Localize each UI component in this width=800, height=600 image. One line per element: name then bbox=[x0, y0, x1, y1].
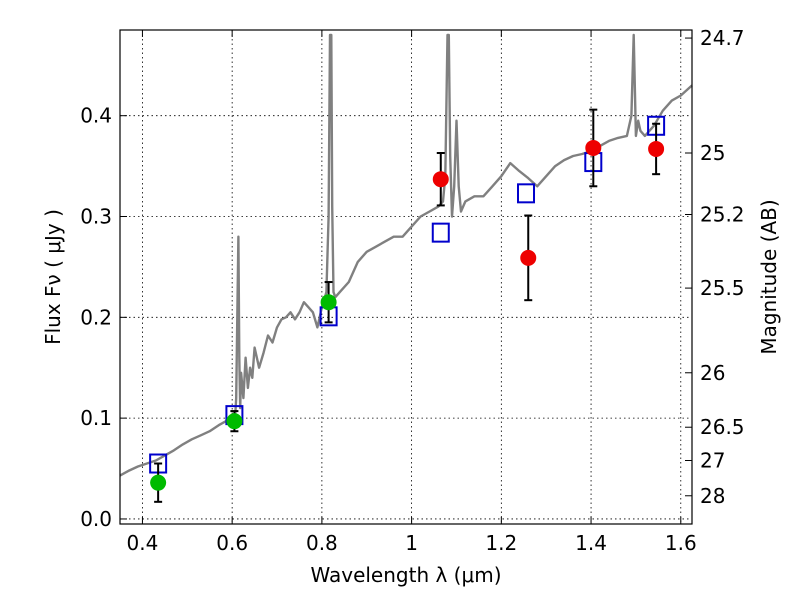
y-tick-label: 0.4 bbox=[80, 104, 112, 128]
plot-frame bbox=[119, 29, 693, 525]
optical-detection-point bbox=[150, 474, 167, 491]
right-axis-label: Magnitude (AB) bbox=[757, 199, 781, 354]
x-tick-label: 1.2 bbox=[485, 531, 517, 555]
right-tick-label: 27 bbox=[700, 448, 725, 472]
spectrum-line bbox=[119, 33, 693, 477]
y-tick-label: 0.2 bbox=[80, 305, 112, 329]
y-tick-label: 0.0 bbox=[80, 507, 112, 531]
near-ir-detection-point bbox=[648, 140, 665, 157]
right-tick-label: 26.5 bbox=[700, 415, 745, 439]
grid bbox=[120, 30, 692, 524]
right-tick-label: 25.2 bbox=[700, 202, 745, 226]
x-tick-label: 1.6 bbox=[665, 531, 697, 555]
y-axis-label: Flux Fν ( μJy ) bbox=[41, 209, 65, 345]
x-tick-label: 0.8 bbox=[306, 531, 338, 555]
y-tick-label: 0.1 bbox=[80, 406, 112, 430]
x-tick-label: 1.4 bbox=[575, 531, 607, 555]
near-ir-detection-point bbox=[520, 249, 537, 266]
plot-area bbox=[119, 33, 693, 503]
right-tick-label: 25 bbox=[700, 141, 725, 165]
x-tick-label: 0.6 bbox=[216, 531, 248, 555]
right-tick-label: 25.5 bbox=[700, 276, 745, 300]
model-photometry-square bbox=[431, 222, 450, 243]
near-ir-detection-point bbox=[432, 171, 449, 188]
optical-detection-point bbox=[320, 294, 337, 311]
near-ir-detection-point bbox=[585, 139, 602, 156]
y-tick-label: 0.3 bbox=[80, 205, 112, 229]
x-tick-label: 0.4 bbox=[127, 531, 159, 555]
right-tick-label: 28 bbox=[700, 484, 725, 508]
axis-ticks bbox=[120, 30, 692, 524]
axis-tick-labels: 0.4 0.6 0.8 1 1.2 1.4 1.6 0.0 0.1 0.2 0.3 0.4 24.7 25… bbox=[80, 26, 744, 555]
x-axis-label: Wavelength λ (μm) bbox=[310, 563, 501, 587]
x-tick-label: 1 bbox=[405, 531, 418, 555]
optical-detection-point bbox=[226, 413, 243, 430]
model-photometry-square bbox=[517, 183, 536, 204]
right-tick-label: 24.7 bbox=[700, 26, 745, 50]
right-tick-label: 26 bbox=[700, 361, 725, 385]
